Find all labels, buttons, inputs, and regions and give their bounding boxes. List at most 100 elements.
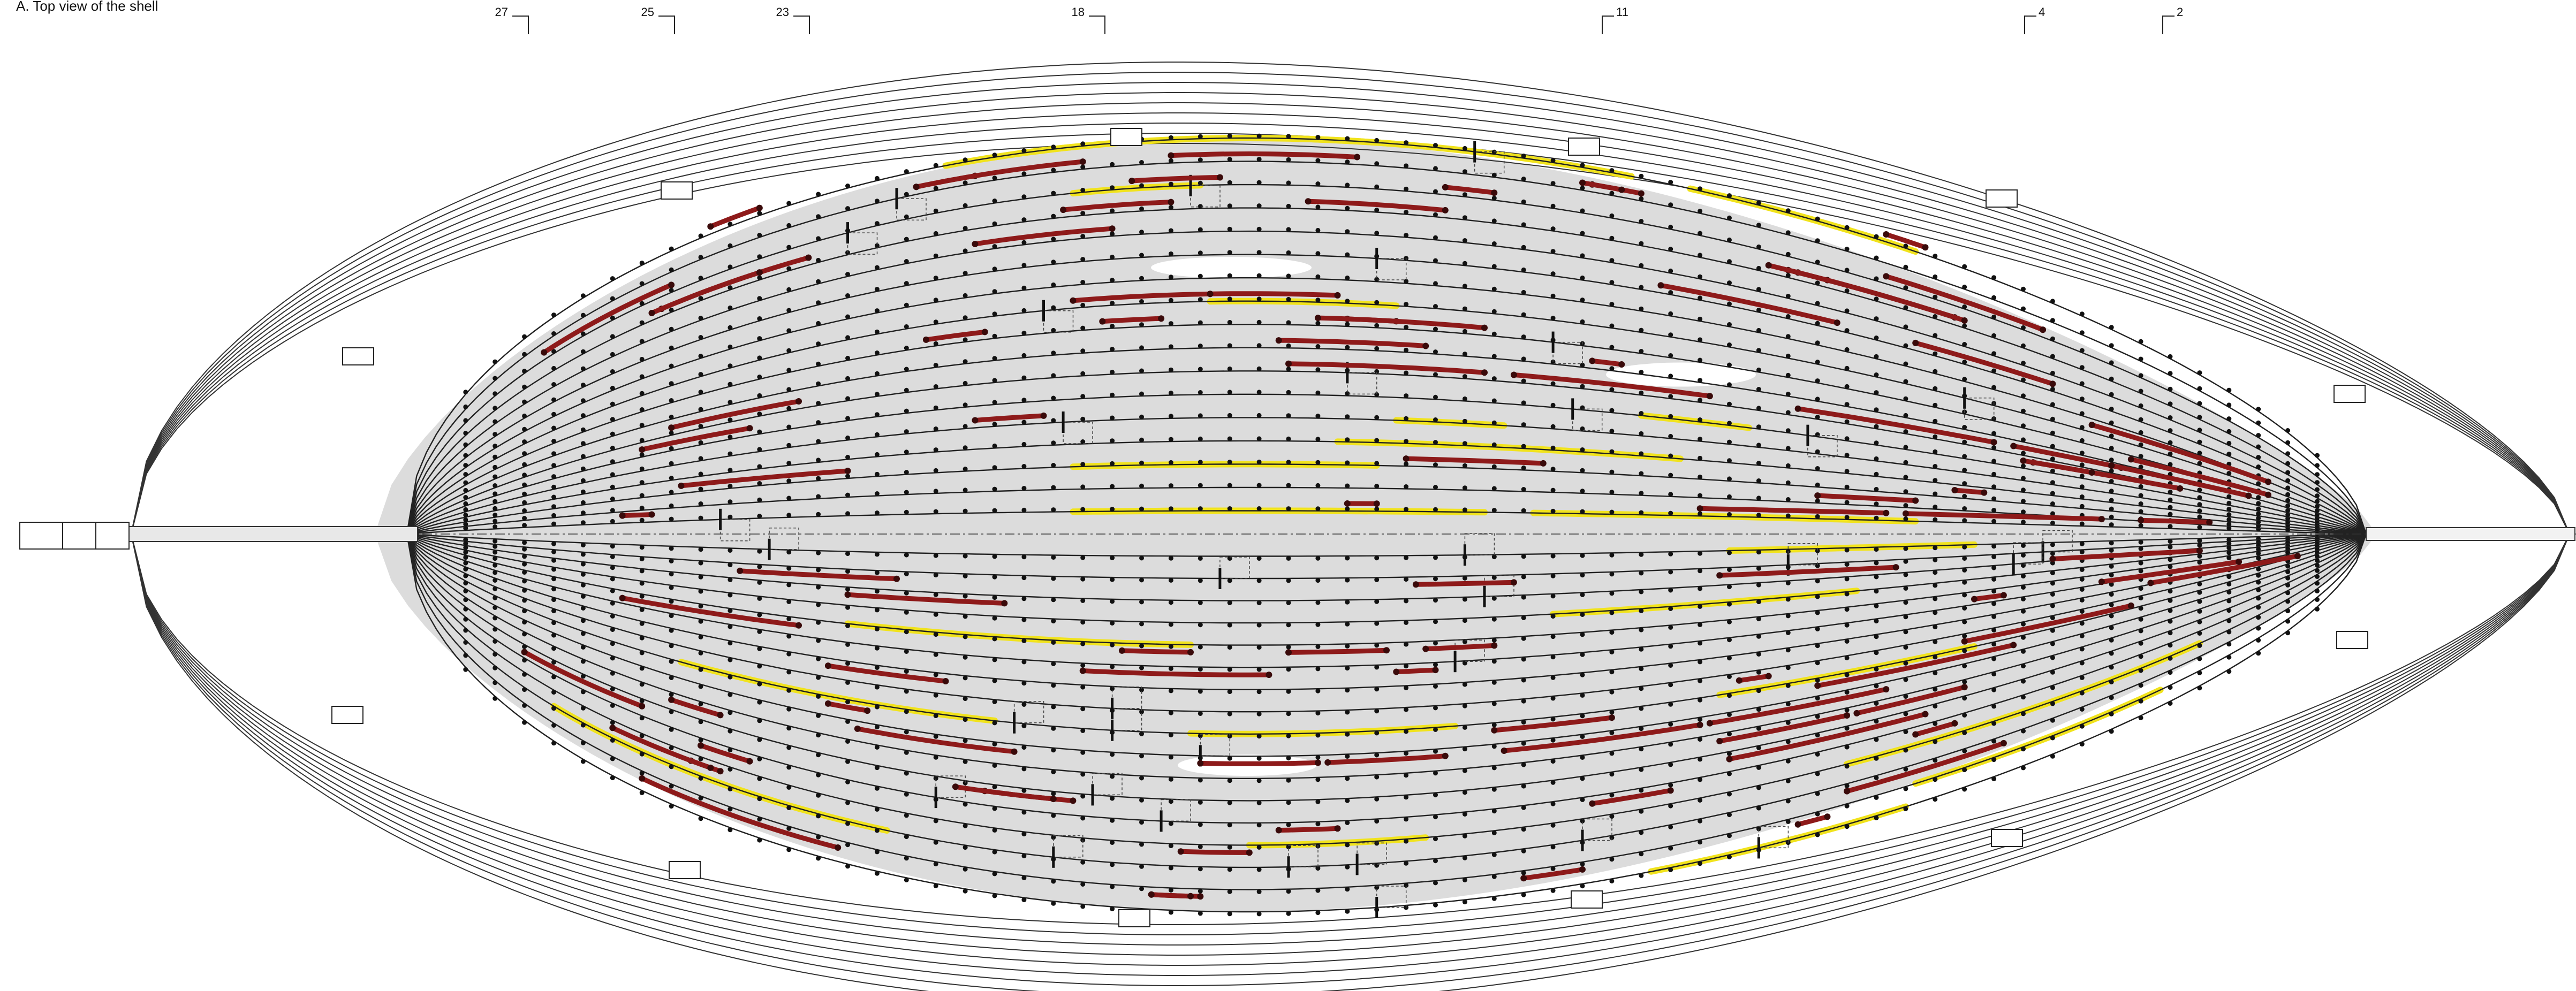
fastener <box>1639 552 1643 557</box>
fastener <box>522 588 527 593</box>
fastener <box>493 455 497 460</box>
fastener <box>1286 344 1291 348</box>
fastener <box>2080 411 2085 416</box>
fastener <box>1169 910 1173 915</box>
fastener <box>875 371 880 376</box>
fastener <box>1786 647 1791 652</box>
fastener <box>1345 299 1350 303</box>
fastener <box>1228 756 1232 761</box>
fastener <box>1609 408 1614 413</box>
fastener <box>1609 650 1614 654</box>
fastener <box>1021 745 1026 750</box>
fastener <box>1021 442 1026 447</box>
repair-end <box>1579 866 1586 873</box>
fastener <box>904 878 909 882</box>
repair-end <box>2089 469 2095 476</box>
fastener <box>2285 590 2290 595</box>
fastener <box>669 675 674 680</box>
fastener <box>1727 342 1732 347</box>
fastener <box>992 575 997 580</box>
fastener <box>1698 604 1702 609</box>
fastener <box>757 776 762 781</box>
fastener <box>1962 285 1967 289</box>
fastener <box>1991 601 1996 606</box>
fastener <box>493 432 497 437</box>
fastener <box>463 589 468 593</box>
fastener <box>2109 446 2114 451</box>
fastener <box>1551 204 1556 209</box>
fastener <box>1698 209 1702 214</box>
repair-end <box>1080 668 1086 674</box>
fastener <box>1551 403 1556 408</box>
fastener <box>992 311 997 316</box>
fastener <box>493 483 497 488</box>
repair-end <box>2010 642 2017 648</box>
fastener <box>1345 253 1350 257</box>
fastener <box>610 576 615 581</box>
fastener <box>845 719 850 724</box>
fastener <box>1521 422 1526 427</box>
fastener <box>581 490 586 494</box>
fastener <box>1051 726 1056 731</box>
fastener <box>963 824 968 828</box>
fastener <box>1169 251 1173 256</box>
fastener <box>1139 299 1144 304</box>
fastener <box>1668 663 1673 668</box>
fastener <box>786 287 791 292</box>
fastener <box>699 456 703 461</box>
fastener <box>522 472 527 477</box>
fastener <box>463 390 468 394</box>
fastener <box>1139 160 1144 165</box>
fastener <box>699 487 703 492</box>
fastener <box>1580 553 1585 558</box>
fastener <box>1433 417 1438 422</box>
fastener <box>1257 623 1262 628</box>
fastener <box>1756 566 1761 571</box>
fastener <box>1404 233 1408 238</box>
repair-end <box>707 223 714 230</box>
fastener <box>640 453 645 458</box>
fastener <box>1433 705 1438 710</box>
fastener <box>2168 415 2173 420</box>
fastener <box>1756 583 1761 588</box>
repair-end <box>1481 369 1488 376</box>
fastener <box>2080 542 2085 546</box>
fastener <box>1551 488 1556 493</box>
fastener <box>1198 800 1203 805</box>
fastener <box>1228 778 1232 783</box>
fastener <box>1933 758 1937 763</box>
fastener <box>1786 446 1791 451</box>
repair-bar <box>623 515 652 516</box>
fastener <box>1609 630 1614 635</box>
fastener <box>2021 344 2026 348</box>
fastener <box>2197 554 2202 559</box>
fastener <box>934 406 938 410</box>
fastener <box>1786 252 1791 257</box>
fastener <box>934 426 938 431</box>
fastener <box>1609 302 1614 307</box>
fastener <box>610 554 615 559</box>
repair-end <box>1736 677 1742 684</box>
fastener <box>1991 614 1996 619</box>
repair-end <box>707 765 714 771</box>
fastener <box>522 578 527 583</box>
fastener <box>522 720 527 725</box>
fastener <box>1169 866 1173 871</box>
fastener <box>845 436 850 440</box>
fastener <box>581 552 586 557</box>
fastener <box>493 652 497 657</box>
fastener <box>699 561 703 566</box>
fastener <box>493 605 497 610</box>
fastener <box>1727 833 1732 838</box>
fastener <box>1609 591 1614 596</box>
fastener <box>963 445 968 450</box>
fastener <box>640 666 645 670</box>
fastener <box>522 483 527 487</box>
fastener <box>1051 507 1056 512</box>
fastener <box>1551 802 1556 806</box>
repair-end <box>1080 158 1086 165</box>
fastener <box>1727 382 1732 387</box>
frame-label: 4 <box>2039 5 2045 19</box>
fastener <box>1286 227 1291 232</box>
fastener <box>904 409 909 414</box>
